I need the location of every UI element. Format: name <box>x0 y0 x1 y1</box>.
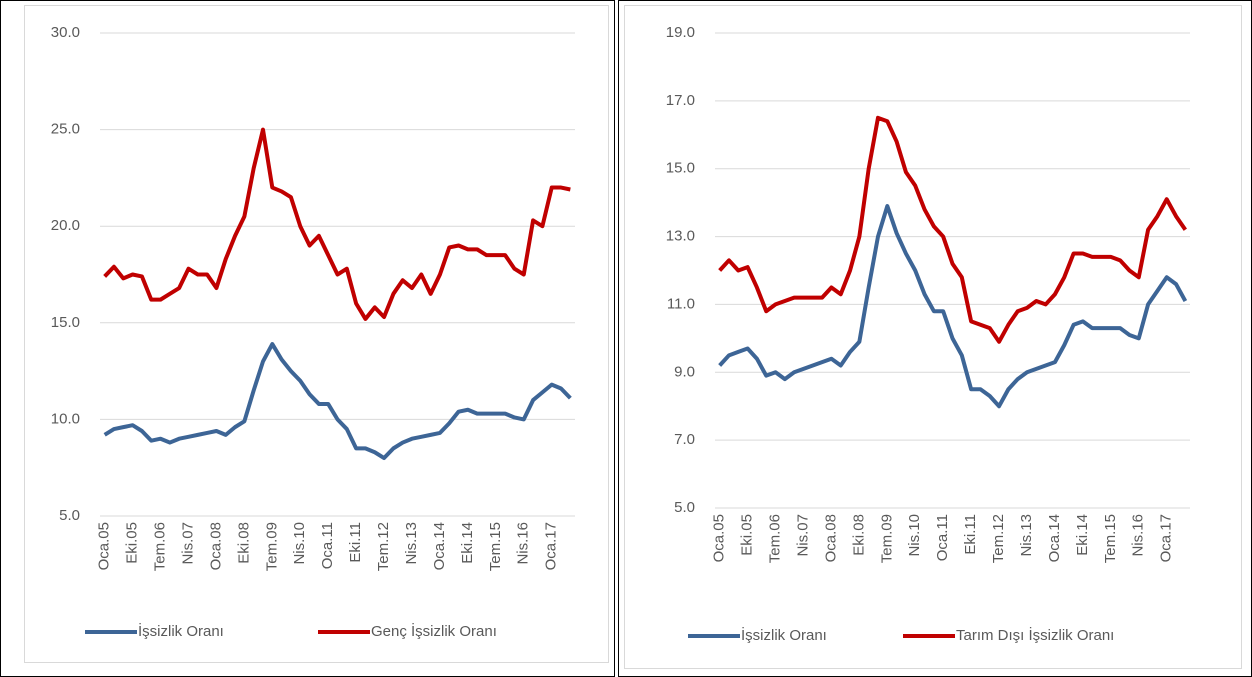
data-line <box>718 204 1188 409</box>
x-tick-label: Eki.11 <box>962 514 979 555</box>
x-tick-label: Oca.11 <box>934 514 951 561</box>
x-tick-label: Tem.15 <box>1102 514 1119 563</box>
y-tick-label: 10.0 <box>51 410 80 427</box>
x-tick-label: Tem.12 <box>990 514 1007 563</box>
y-tick-label: 13.0 <box>666 228 695 245</box>
y-tick-label: 25.0 <box>51 121 80 138</box>
x-tick-label: Eki.11 <box>347 522 364 563</box>
x-tick-label: Oca.17 <box>543 522 560 570</box>
x-tick-label: Oca.05 <box>96 522 113 570</box>
x-tick-label: Nis.07 <box>794 514 811 557</box>
y-tick-label: 11.0 <box>667 295 695 312</box>
x-tick-label: Tem.15 <box>487 522 504 571</box>
panel-border <box>618 0 1252 677</box>
x-tick-label: Nis.16 <box>515 522 532 565</box>
x-tick-label: Oca.14 <box>1046 514 1063 562</box>
x-tick-label: Oca.17 <box>1158 514 1175 562</box>
x-tick-label: Eki.08 <box>850 514 867 556</box>
x-tick-label: Eki.14 <box>1074 514 1091 556</box>
x-tick-label: Oca.11 <box>319 522 336 569</box>
x-tick-label: Eki.05 <box>739 514 756 556</box>
y-tick-label: 30.0 <box>51 24 80 41</box>
y-tick-label: 15.0 <box>666 160 695 177</box>
y-tick-label: 7.0 <box>674 431 695 448</box>
legend-label: İşsizlik Oranı <box>138 622 224 640</box>
x-tick-label: Nis.13 <box>403 522 420 565</box>
y-tick-label: 15.0 <box>51 314 80 331</box>
data-line <box>103 342 572 461</box>
chart-area <box>24 5 609 663</box>
x-tick-label: Eki.05 <box>124 522 141 564</box>
legend-label: Genç İşsizlik Oranı <box>371 622 497 640</box>
x-tick-label: Nis.13 <box>1018 514 1035 557</box>
x-tick-label: Oca.08 <box>822 514 839 562</box>
x-tick-label: Tem.09 <box>878 514 895 563</box>
x-tick-label: Eki.08 <box>235 522 252 564</box>
y-tick-label: 5.0 <box>674 499 695 516</box>
x-tick-label: Tem.12 <box>375 522 392 571</box>
x-tick-label: Tem.06 <box>767 514 784 563</box>
chart-area <box>624 5 1242 669</box>
legend-label: İşsizlik Oranı <box>741 626 827 644</box>
data-line <box>103 127 571 321</box>
y-tick-label: 9.0 <box>674 363 695 380</box>
x-tick-label: Nis.07 <box>179 522 196 565</box>
y-tick-label: 19.0 <box>666 24 695 41</box>
y-tick-label: 5.0 <box>59 507 80 524</box>
y-tick-label: 17.0 <box>666 92 695 109</box>
x-tick-label: Nis.10 <box>291 522 308 565</box>
legend-label: Tarım Dışı İşsizlik Oranı <box>956 626 1114 644</box>
x-tick-label: Eki.14 <box>459 522 476 564</box>
x-tick-label: Oca.14 <box>431 522 448 570</box>
x-tick-label: Oca.08 <box>207 522 224 570</box>
x-tick-label: Nis.16 <box>1130 514 1147 557</box>
x-tick-label: Oca.05 <box>711 514 728 562</box>
data-line <box>718 115 1187 344</box>
x-tick-label: Tem.09 <box>263 522 280 571</box>
y-tick-label: 20.0 <box>51 217 80 234</box>
x-tick-label: Tem.06 <box>152 522 169 571</box>
x-tick-label: Nis.10 <box>906 514 923 557</box>
panel-border <box>0 0 615 677</box>
